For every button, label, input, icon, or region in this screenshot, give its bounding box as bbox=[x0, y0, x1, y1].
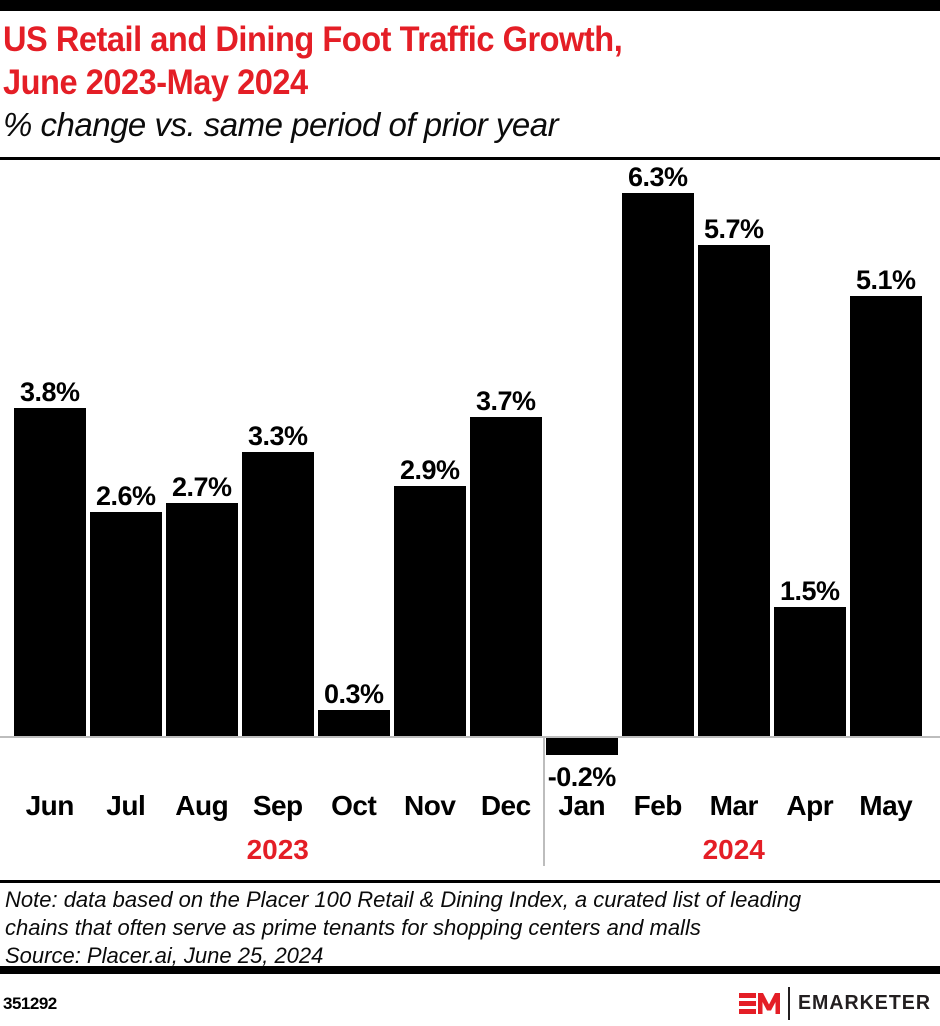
bar-nov bbox=[394, 486, 466, 736]
logo-divider-line bbox=[788, 986, 791, 1020]
bar-chart: 3.8% Jun 2.6% Jul 2.7% Aug 3.3% Sep 0.3% Oct 2.9% N… bbox=[0, 160, 940, 870]
bar-oct bbox=[318, 710, 390, 736]
bar-jun bbox=[14, 408, 86, 736]
footer-divider-rule bbox=[0, 966, 940, 974]
bar-jul bbox=[90, 512, 162, 736]
value-label-aug: 2.7% bbox=[171, 472, 232, 502]
month-label-mar: Mar bbox=[709, 790, 759, 821]
value-label-jul: 2.6% bbox=[95, 481, 156, 511]
month-label-may: May bbox=[859, 790, 913, 821]
value-label-sep: 3.3% bbox=[247, 421, 308, 451]
bar-may bbox=[850, 296, 922, 736]
top-black-bar bbox=[0, 0, 940, 11]
bar-apr bbox=[774, 607, 846, 736]
value-label-feb: 6.3% bbox=[627, 162, 688, 192]
bar-feb bbox=[622, 193, 694, 736]
bar-mar bbox=[698, 245, 770, 736]
bar-aug bbox=[166, 503, 238, 736]
emarketer-logo-mark-icon bbox=[739, 992, 781, 1014]
bar-jan bbox=[546, 738, 618, 755]
month-label-jan: Jan bbox=[558, 790, 606, 821]
value-label-may: 5.1% bbox=[855, 265, 916, 295]
footnote-line-1: Note: data based on the Placer 100 Retai… bbox=[5, 887, 802, 912]
month-label-dec: Dec bbox=[480, 790, 531, 821]
year-label-2023: 2023 bbox=[246, 834, 309, 865]
title-line-2: June 2023-May 2024 bbox=[3, 63, 308, 102]
chart-id: 351292 bbox=[3, 994, 57, 1013]
value-label-dec: 3.7% bbox=[475, 386, 536, 416]
value-label-nov: 2.9% bbox=[399, 455, 460, 485]
x-axis-baseline bbox=[0, 736, 940, 738]
value-label-jan: -0.2% bbox=[547, 762, 617, 792]
month-label-aug: Aug bbox=[175, 790, 229, 821]
value-label-oct: 0.3% bbox=[323, 679, 384, 709]
footnote-divider-rule bbox=[0, 880, 940, 883]
source-text: Source: Placer.ai, June 25, 2024 bbox=[5, 943, 324, 968]
page-title: US Retail and Dining Foot Traffic Growth… bbox=[3, 18, 623, 104]
footnote: Note: data based on the Placer 100 Retai… bbox=[5, 886, 801, 970]
value-label-jun: 3.8% bbox=[19, 377, 80, 407]
emarketer-logo: EMARKETER bbox=[739, 985, 934, 1021]
month-label-feb: Feb bbox=[633, 790, 683, 821]
month-label-jun: Jun bbox=[25, 790, 75, 821]
month-label-sep: Sep bbox=[252, 790, 303, 821]
year-label-2024: 2024 bbox=[702, 834, 765, 865]
emarketer-wordmark: EMARKETER bbox=[798, 992, 932, 1014]
title-line-1: US Retail and Dining Foot Traffic Growth… bbox=[3, 20, 623, 59]
chart-subtitle: % change vs. same period of prior year bbox=[3, 106, 559, 143]
footnote-line-2: chains that often serve as prime tenants… bbox=[5, 915, 701, 940]
month-label-nov: Nov bbox=[404, 790, 456, 821]
month-label-apr: Apr bbox=[786, 790, 834, 821]
bar-sep bbox=[242, 452, 314, 736]
month-label-jul: Jul bbox=[106, 790, 146, 821]
value-label-apr: 1.5% bbox=[779, 576, 840, 606]
value-label-mar: 5.7% bbox=[703, 214, 764, 244]
header-divider-rule bbox=[0, 157, 940, 160]
bar-dec bbox=[470, 417, 542, 736]
month-label-oct: Oct bbox=[331, 790, 377, 821]
year-divider-line bbox=[543, 736, 545, 866]
